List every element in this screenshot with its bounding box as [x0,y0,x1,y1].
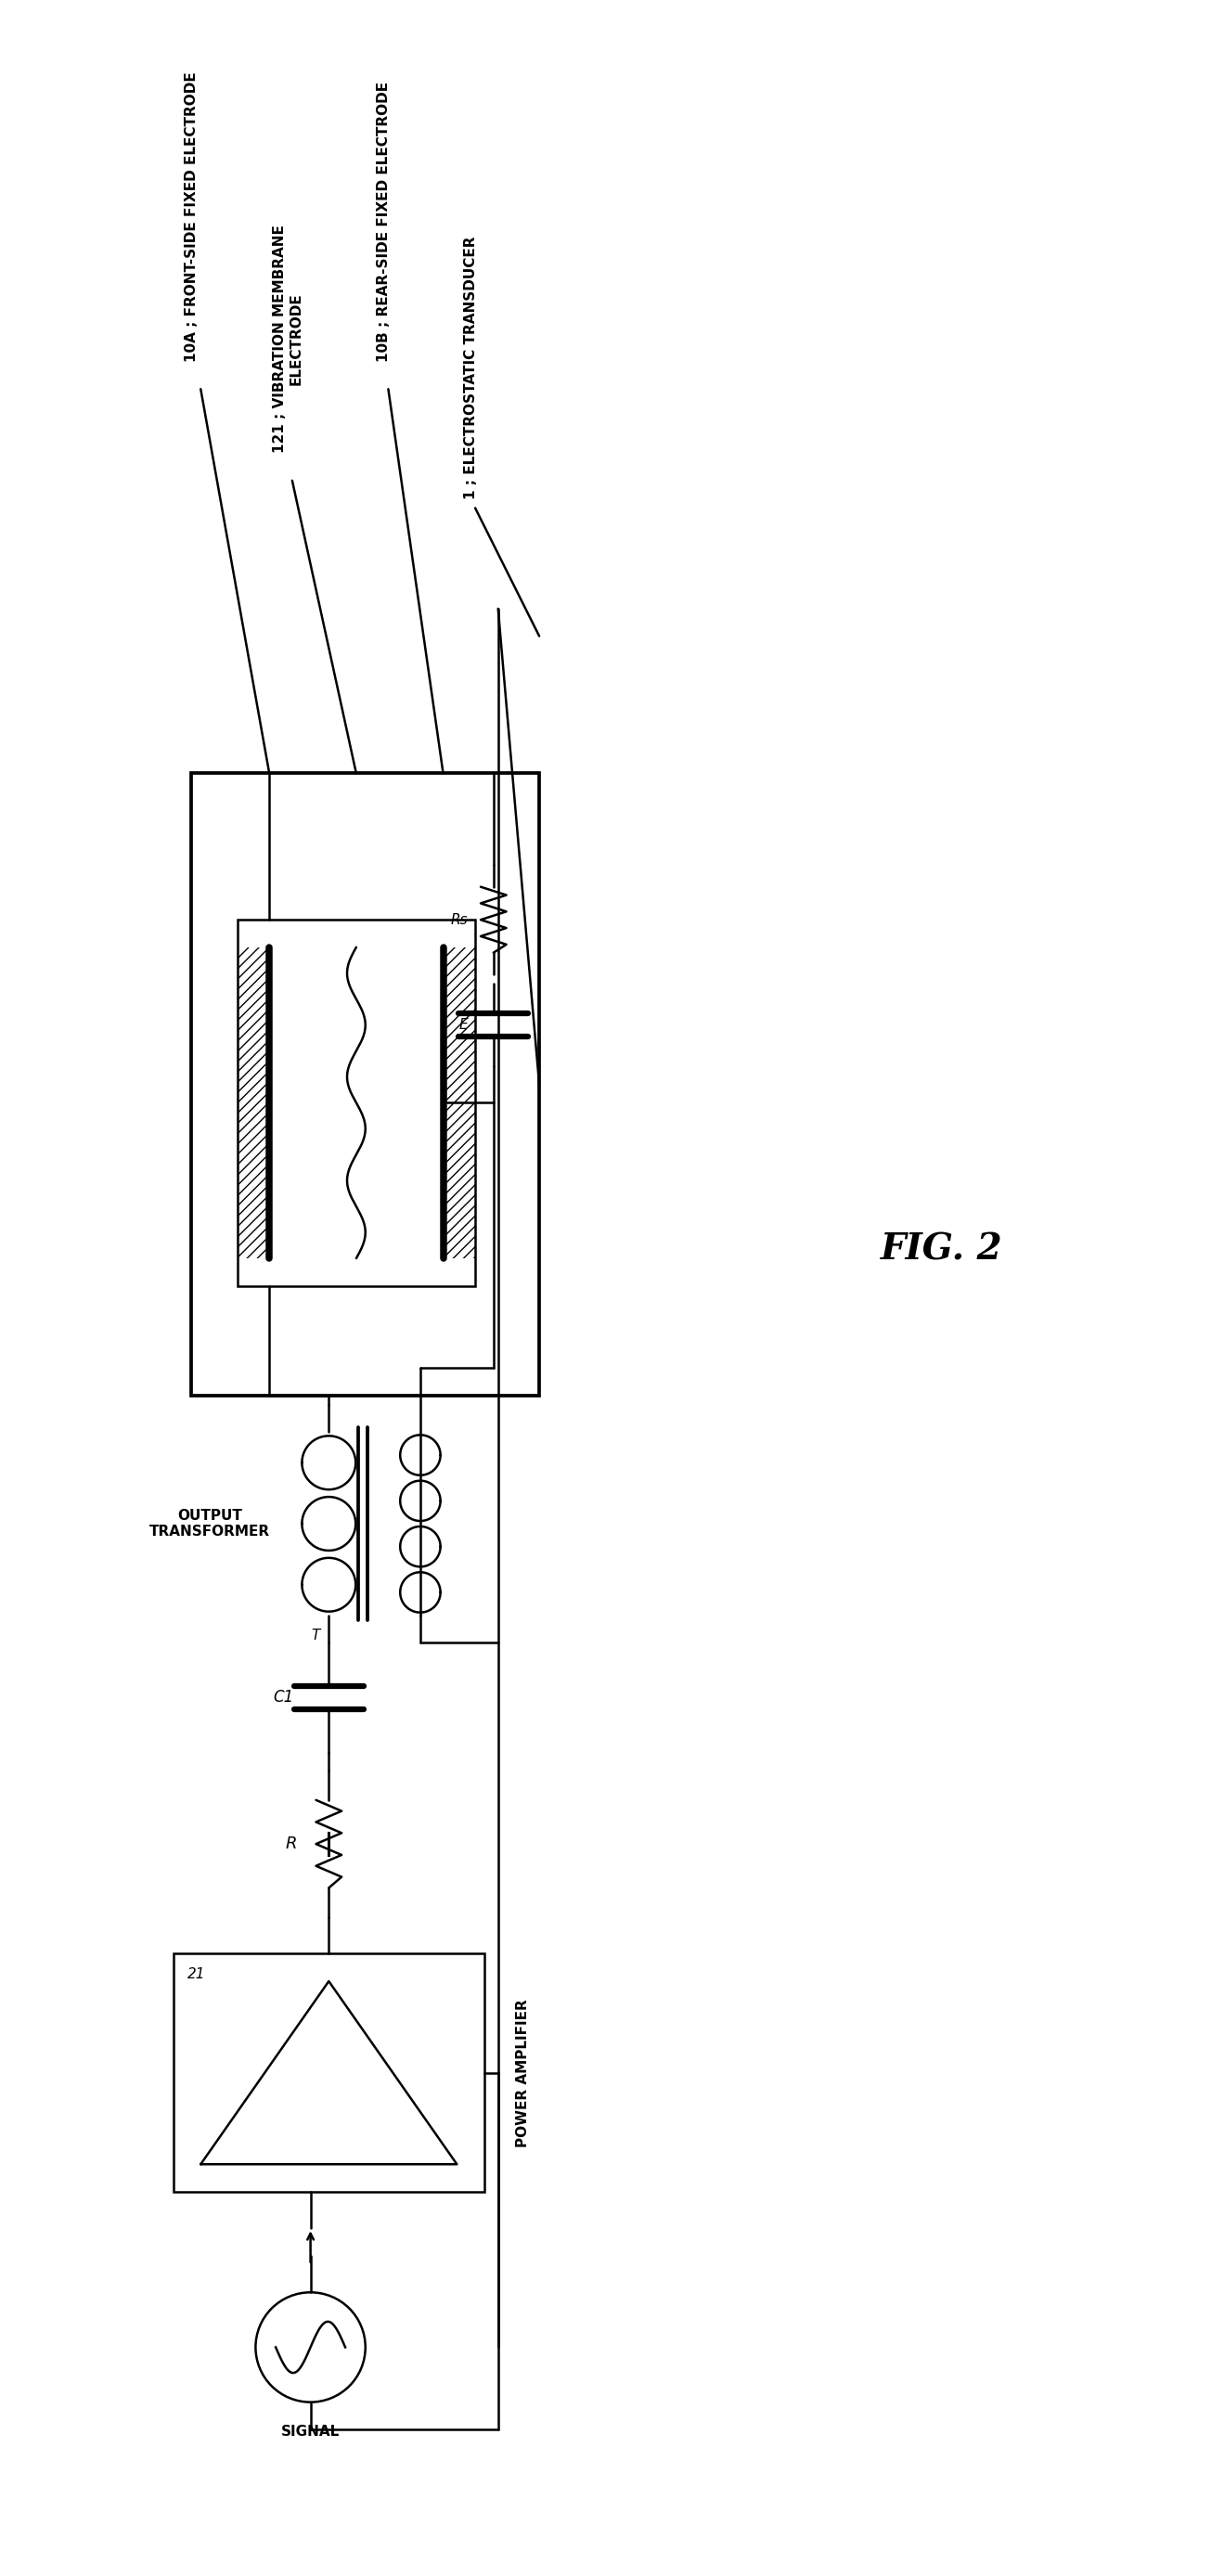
Text: C1: C1 [273,1690,294,1705]
Text: Rs: Rs [450,912,468,927]
Text: 21: 21 [187,1968,206,1981]
Text: 1 ; ELECTROSTATIC TRANSDUCER: 1 ; ELECTROSTATIC TRANSDUCER [464,237,477,500]
Bar [191,773,540,1396]
Text: FIG. 2: FIG. 2 [881,1231,1002,1267]
Text: 121 ; VIBRATION MEMBRANE
ELECTRODE: 121 ; VIBRATION MEMBRANE ELECTRODE [273,224,302,453]
Text: 10A ; FRONT-SIDE FIXED ELECTRODE: 10A ; FRONT-SIDE FIXED ELECTRODE [185,72,198,361]
Text: E: E [459,1018,468,1033]
Bar [237,920,475,1285]
Text: OUTPUT
TRANSFORMER: OUTPUT TRANSFORMER [149,1510,271,1538]
Text: T: T [311,1628,319,1643]
Text: 10B ; REAR-SIDE FIXED ELECTRODE: 10B ; REAR-SIDE FIXED ELECTRODE [377,82,390,361]
Text: POWER AMPLIFIER: POWER AMPLIFIER [517,1999,530,2146]
Bar [174,1953,485,2192]
Text: SIGNAL: SIGNAL [282,2424,340,2439]
Bar [237,948,269,1257]
Text: R: R [285,1837,296,1852]
Polygon shape [201,1981,457,2164]
Bar [443,948,475,1257]
